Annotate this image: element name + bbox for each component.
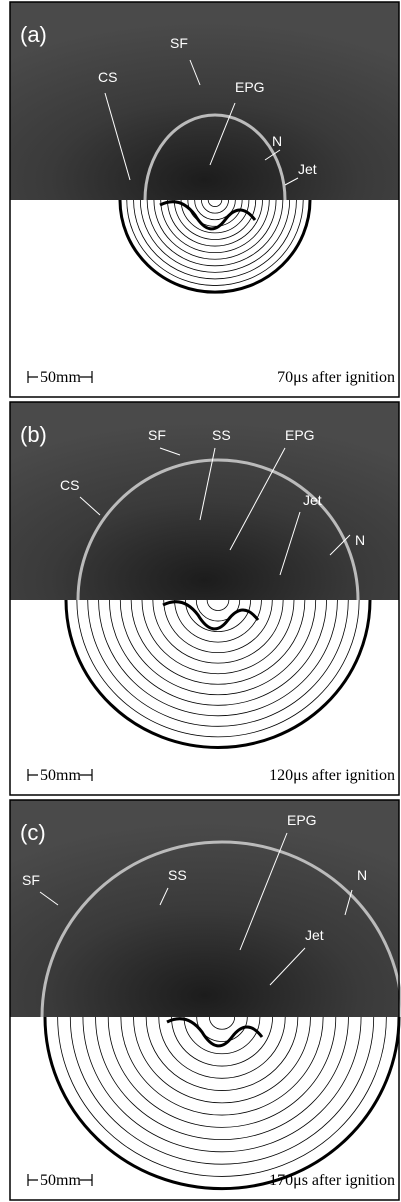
annotation: Jet — [303, 492, 322, 508]
annotation: Jet — [305, 927, 324, 943]
photo — [10, 800, 399, 1017]
caption: 70μs after ignition — [277, 369, 395, 386]
panel: (c) EPG SS SF N Jet 50mm 170μs after ignition — [10, 800, 401, 1200]
annotation: EPG — [235, 79, 265, 95]
scale-label: 50mm — [40, 767, 81, 784]
annotation: N — [272, 133, 282, 149]
panel-label: (c) — [20, 820, 46, 845]
annotation: CS — [98, 69, 117, 85]
annotation: SF — [148, 427, 166, 443]
annotation: N — [357, 867, 367, 883]
scale-label: 50mm — [40, 1172, 81, 1189]
caption: 170μs after ignition — [269, 1172, 395, 1189]
contour-bg — [10, 200, 399, 397]
annotation: N — [355, 532, 365, 548]
annotation: EPG — [285, 427, 315, 443]
annotation: SF — [170, 35, 188, 51]
annotation: Jet — [298, 161, 317, 177]
figure: (a) SF CS EPG N Jet 50mm 70μs after ignition (b)… — [0, 0, 401, 1202]
scale-label: 50mm — [40, 369, 81, 386]
panel: (b) SF SS EPG CS Jet N 50mm 120μs after ignition — [10, 402, 399, 795]
photo — [10, 402, 399, 600]
panel-label: (a) — [20, 22, 47, 47]
annotation: SS — [168, 867, 187, 883]
panel: (a) SF CS EPG N Jet 50mm 70μs after ignition — [10, 2, 399, 397]
annotation: SF — [22, 872, 40, 888]
annotation: EPG — [287, 812, 317, 828]
caption: 120μs after ignition — [269, 767, 395, 784]
annotation: SS — [212, 427, 231, 443]
panel-label: (b) — [20, 422, 47, 447]
annotation: CS — [60, 477, 79, 493]
photo — [10, 2, 399, 200]
